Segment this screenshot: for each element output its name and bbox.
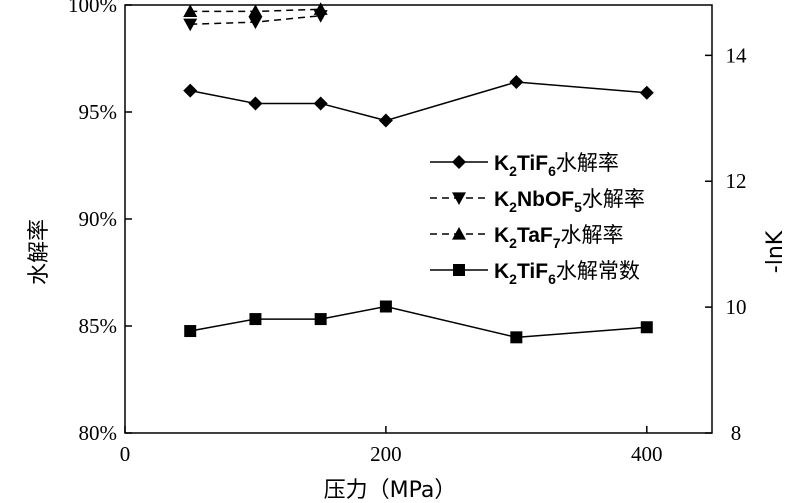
y-right-axis-title: -lnK <box>763 230 788 273</box>
legend-marker <box>452 192 466 205</box>
y-left-tick-label: 85% <box>79 314 118 338</box>
ticks-layer: 0 200 400 80% 85% 90% 95% 100% 8 10 12 14 <box>68 0 747 466</box>
y-right-tick-label: 14 <box>726 43 748 67</box>
data-point <box>379 300 392 313</box>
data-point <box>313 2 328 15</box>
legend-marker <box>452 227 466 240</box>
y-left-tick-label: 95% <box>79 100 118 124</box>
data-point <box>183 4 198 18</box>
legend-entry: K2TiF6水解率 <box>430 151 619 179</box>
series-line <box>190 81 647 122</box>
data-point <box>314 313 327 326</box>
legend-entry: K2TaF7水解率 <box>430 223 624 251</box>
series-0 <box>183 75 654 128</box>
legend-marker <box>453 264 465 276</box>
legend-label: K2TiF6水解常数 <box>494 259 640 287</box>
legend-marker <box>452 155 466 169</box>
y-left-axis-title: 水解率 <box>27 219 52 285</box>
y-left-tick-label: 100% <box>68 0 117 17</box>
data-point <box>183 18 198 32</box>
data-point <box>249 313 262 326</box>
y-right-tick-label: 12 <box>726 169 747 193</box>
data-point <box>378 113 393 128</box>
x-tick-label: 400 <box>631 442 663 466</box>
y-left-tick-label: 90% <box>79 207 118 231</box>
legend-label: K2TaF7水解率 <box>494 223 624 251</box>
legend-label: K2TiF6水解率 <box>494 151 619 179</box>
y-right-tick-label: 10 <box>726 295 747 319</box>
data-point <box>248 16 263 30</box>
data-point <box>509 75 524 90</box>
series-3 <box>184 300 653 344</box>
data-point <box>510 331 523 344</box>
legend-label: K2NbOF5水解率 <box>494 187 645 215</box>
x-tick-label: 0 <box>120 442 131 466</box>
y-left-tick-label: 80% <box>79 421 118 445</box>
x-tick-label: 200 <box>370 442 402 466</box>
legend-entry: K2TiF6水解常数 <box>430 259 640 287</box>
data-point <box>248 96 263 111</box>
data-point <box>313 96 328 111</box>
data-point <box>184 325 197 338</box>
data-point <box>248 4 263 18</box>
legend: K2TiF6水解率 K2NbOF5水解率 K2TaF7水解率 K2TiF6水解常数 <box>430 151 645 287</box>
data-point <box>640 321 653 334</box>
data-point <box>183 83 198 98</box>
x-axis-title: 压力（MPa） <box>324 478 457 503</box>
series-2 <box>183 2 328 18</box>
plot-frame <box>124 4 713 434</box>
data-point <box>639 85 654 100</box>
y-right-tick-label: 8 <box>731 421 742 445</box>
plot-area-border <box>124 4 713 434</box>
legend-entry: K2NbOF5水解率 <box>430 187 645 215</box>
series-layer <box>183 2 654 344</box>
series-line <box>190 305 647 339</box>
